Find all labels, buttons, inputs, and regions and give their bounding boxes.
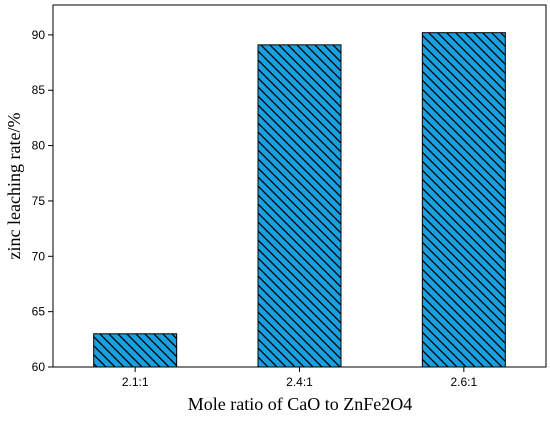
x-axis: 2.1:1 2.4:1 2.6:1: [122, 367, 477, 389]
bar-2.1:1: [93, 333, 178, 368]
y-tick-label: 60: [32, 360, 46, 374]
x-tick-label: 2.4:1: [286, 375, 313, 389]
y-axis: 60 65 70 75 80 85 90: [32, 28, 53, 374]
y-tick-label: 80: [32, 139, 46, 153]
bar-2.4:1: [257, 44, 342, 368]
y-tick-label: 65: [32, 305, 46, 319]
y-tick-label: 75: [32, 194, 46, 208]
y-axis-label: zinc leaching rate/%: [4, 113, 24, 260]
x-tick-label: 2.1:1: [122, 375, 149, 389]
y-tick-label: 90: [32, 28, 46, 42]
y-tick-label: 70: [32, 249, 46, 263]
bar-2.6:1: [421, 32, 506, 368]
x-axis-label: Mole ratio of CaO to ZnFe2O4: [188, 394, 412, 414]
bars-group: [93, 32, 506, 368]
x-tick-label: 2.6:1: [450, 375, 477, 389]
y-tick-label: 85: [32, 83, 46, 97]
